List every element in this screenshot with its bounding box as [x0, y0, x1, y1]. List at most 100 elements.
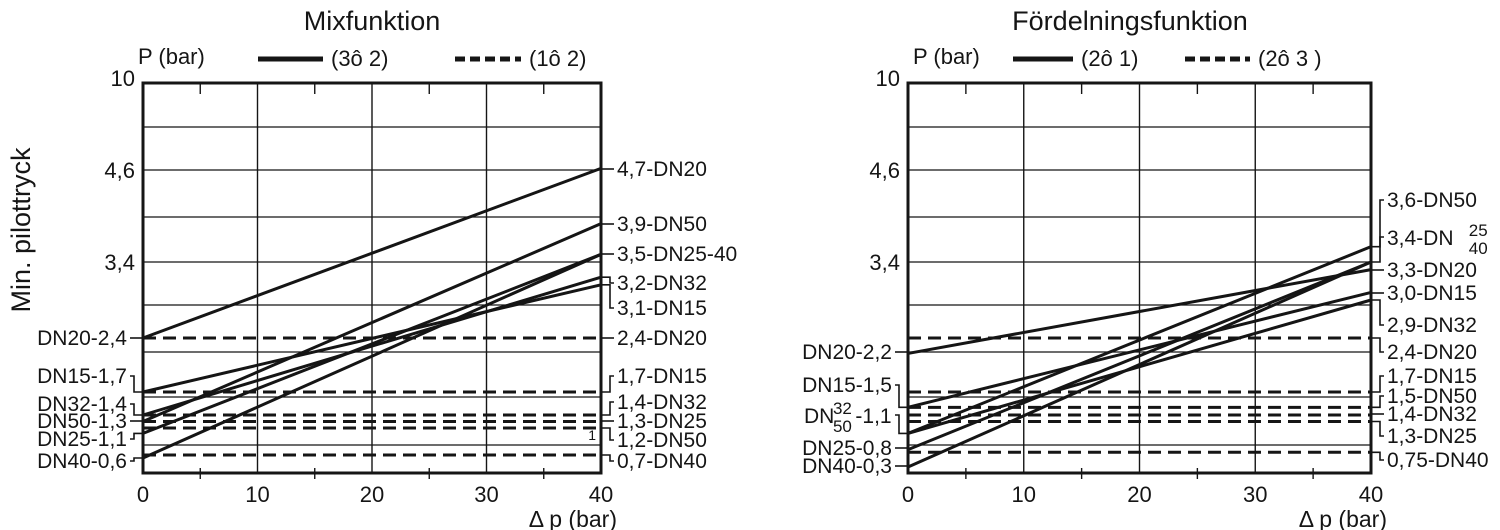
chart-fordelningsfunktion: Fördelningsfunktion P (bar) (2ô 1) (2ô 3 ) 1…: [802, 6, 1489, 530]
x-tick-label: 40: [1359, 482, 1383, 507]
dn-label-part: DN: [804, 405, 834, 428]
dn-label-part: -1,1: [855, 405, 891, 428]
y-tick-label: 3,4: [104, 250, 135, 275]
dn-line-label-right: 3,0-DN15: [1387, 282, 1477, 305]
dn-line-label-right: 1,2-DN50: [617, 429, 707, 452]
dn-line-label-right: 1,7-DN15: [1387, 365, 1477, 388]
x-tick-label: 0: [902, 482, 914, 507]
solid-line-DN20: [142, 166, 602, 340]
solid-line-DN32: [142, 275, 602, 417]
plot-border: [906, 81, 1373, 475]
solid-line-DN40: [142, 252, 602, 460]
y-tick-label: 10: [111, 66, 135, 91]
y-tick-label: 3,4: [869, 250, 900, 275]
solid-line-DN32: [907, 298, 1372, 435]
label-leader: [1371, 395, 1384, 409]
dn-line-label-right: 0,75-DN40: [1387, 449, 1489, 472]
dn-label-stack-bottom: 40: [1469, 239, 1488, 258]
x-tick-label: 10: [1012, 482, 1036, 507]
x-axis-label: Δ p (bar): [529, 506, 617, 530]
chart-title: Fördelningsfunktion: [1012, 6, 1248, 36]
dn-line-label-right: 3,2-DN32: [617, 272, 707, 295]
label-leader: [601, 284, 614, 309]
dn-label-part: 3,4-DN: [1387, 227, 1454, 250]
y-axis-label: Min. pilottryck: [6, 147, 36, 313]
y-tick-label: 4,6: [869, 158, 900, 183]
legend-solid-label: (2ô 1): [1081, 46, 1138, 71]
label-leader: [1371, 337, 1384, 353]
label-leader: [1371, 451, 1384, 461]
dn-line-label-right: 4,7-DN20: [617, 158, 707, 181]
dn-label-stack-top: 32: [833, 399, 852, 418]
x-tick-label: 30: [1243, 482, 1267, 507]
solid-line-DN40: [907, 260, 1372, 469]
dn-line-label-left: DN25-0,8: [802, 437, 892, 460]
label-leader: [130, 457, 143, 462]
dn-line-label-right: 2,4-DN20: [617, 327, 707, 350]
dn-line-label-right: 1,3-DN25: [1387, 425, 1477, 448]
x-tick-label: 0: [137, 482, 149, 507]
dn-line-label-right: 3,6-DN50: [1387, 189, 1477, 212]
footnote-marker: 1: [588, 427, 596, 443]
solid-line-DN15: [142, 283, 602, 394]
legend-dashed-label: (1ô 2): [529, 46, 586, 71]
solid-line-DN50: [142, 222, 602, 423]
x-tick-label: 20: [1127, 482, 1151, 507]
dn-label-stack-top: 25: [1469, 221, 1488, 240]
chart-mixfunktion: Mixfunktion P (bar) (3ô 2) (1ô 2) Min. pilot…: [6, 6, 737, 530]
label-leader: [601, 375, 614, 393]
label-leader: [895, 384, 908, 409]
dn-line-label-right: 3,9-DN50: [617, 213, 707, 236]
x-axis-label: Δ p (bar): [1299, 506, 1387, 530]
dn-line-label-right: 1,3-DN25: [617, 410, 707, 433]
label-leader: [1371, 299, 1384, 326]
dn-line-label-left: DN25-1,1: [37, 428, 127, 451]
y-tick-label: 10: [876, 66, 900, 91]
pressure-axis-title: P (bar): [913, 44, 980, 69]
label-leader: [895, 414, 908, 435]
x-tick-label: 30: [474, 482, 498, 507]
chart-title: Mixfunktion: [304, 6, 441, 36]
solid-line-DN25: [907, 260, 1372, 451]
label-leader: [1371, 199, 1384, 248]
label-leader: [601, 276, 614, 284]
dn-line-label-right: 3,5-DN25-40: [617, 243, 737, 266]
solid-line-DN20: [907, 268, 1372, 355]
dn-label-stack-bottom: 50: [833, 417, 852, 436]
x-tick-label: 10: [245, 482, 269, 507]
solid-line-DN25: [142, 252, 602, 435]
pressure-axis-title: P (bar): [138, 44, 205, 69]
dn-line-label-right: 1,7-DN15: [617, 365, 707, 388]
label-leader: [130, 403, 143, 416]
dn-line-label-left: DN15-1,5: [802, 374, 892, 397]
label-leader: [1371, 420, 1384, 437]
dn-line-label-left: DN50-1,3: [37, 410, 127, 433]
dn-line-label-right: 1,5-DN50: [1387, 385, 1477, 408]
dn-line-label-right: 1,4-DN32: [1387, 403, 1477, 426]
label-leader: [1371, 236, 1384, 263]
y-tick-label: 4,6: [104, 158, 135, 183]
dn-line-label-left: DN32-1,4: [37, 393, 127, 416]
dn-line-label-right: 2,9-DN32: [1387, 314, 1477, 337]
dn-line-label-left: DN15-1,7: [37, 365, 127, 388]
label-leader: [130, 432, 143, 440]
dn-line-label-left: DN40-0,6: [37, 450, 127, 473]
label-leader: [601, 401, 614, 416]
dn-line-label-right: 1,4-DN32: [617, 391, 707, 414]
x-tick-label: 20: [360, 482, 384, 507]
solid-line-DN15: [907, 290, 1372, 409]
dn-line-label-left: DN20-2,4: [37, 327, 127, 350]
dn-line-label-right: 2,4-DN20: [1387, 341, 1477, 364]
label-leader: [130, 375, 143, 393]
legend-dashed-label: (2ô 3 ): [1258, 46, 1322, 71]
dn-line-label-right: 0,7-DN40: [617, 450, 707, 473]
x-tick-label: 40: [589, 482, 613, 507]
label-leader: [601, 454, 614, 462]
dn-line-label-right: 3,3-DN20: [1387, 259, 1477, 282]
solid-line-DN50: [907, 245, 1372, 435]
label-leader: [601, 427, 614, 441]
label-leader: [1371, 375, 1384, 393]
dn-line-label-left: DN20-2,2: [802, 341, 892, 364]
legend-solid-label: (3ô 2): [331, 46, 388, 71]
